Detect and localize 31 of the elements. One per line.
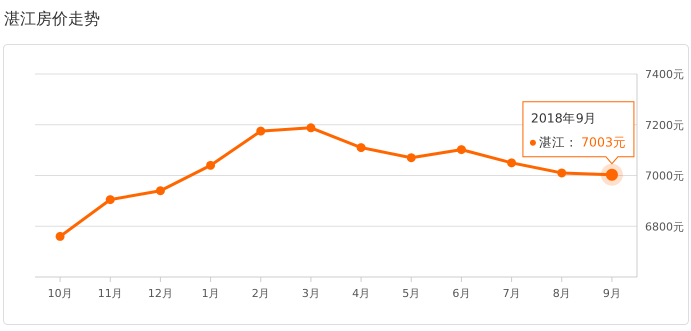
y-tick-label: 7400元 xyxy=(645,68,684,81)
x-tick-label: 2月 xyxy=(252,287,270,300)
x-tick-label: 11月 xyxy=(98,287,123,300)
point xyxy=(306,123,316,132)
point xyxy=(156,186,165,196)
point xyxy=(56,232,65,241)
x-tick-label: 3月 xyxy=(302,287,320,300)
point xyxy=(507,158,516,168)
y-tick-label: 7000元 xyxy=(645,170,684,182)
x-tick-label: 12月 xyxy=(148,287,173,300)
x-tick-label: 9月 xyxy=(602,287,621,300)
point xyxy=(356,143,366,152)
x-tick-label: 8月 xyxy=(552,287,571,300)
annotation: 2018年9月 xyxy=(530,110,597,126)
x-tick-label: 4月 xyxy=(352,287,370,300)
point xyxy=(256,126,266,136)
point xyxy=(106,195,115,204)
x-tick-label: 1月 xyxy=(202,287,220,300)
y-tick-label: 7200元 xyxy=(645,118,684,132)
point xyxy=(557,168,566,178)
x-tick-label: 6月 xyxy=(452,287,470,300)
x-tick-label: 5月 xyxy=(402,287,420,300)
legend-label: 湛江： xyxy=(538,134,578,150)
x-tick-label: 7月 xyxy=(502,287,521,300)
y-tick-label: 6800元 xyxy=(645,220,684,234)
point xyxy=(206,160,216,170)
chart-title: 湛江房价走势 xyxy=(4,9,100,28)
data-label: 7003元 xyxy=(581,134,626,150)
point xyxy=(406,153,416,162)
point xyxy=(456,145,466,154)
x-tick-label: 10月 xyxy=(48,287,73,300)
